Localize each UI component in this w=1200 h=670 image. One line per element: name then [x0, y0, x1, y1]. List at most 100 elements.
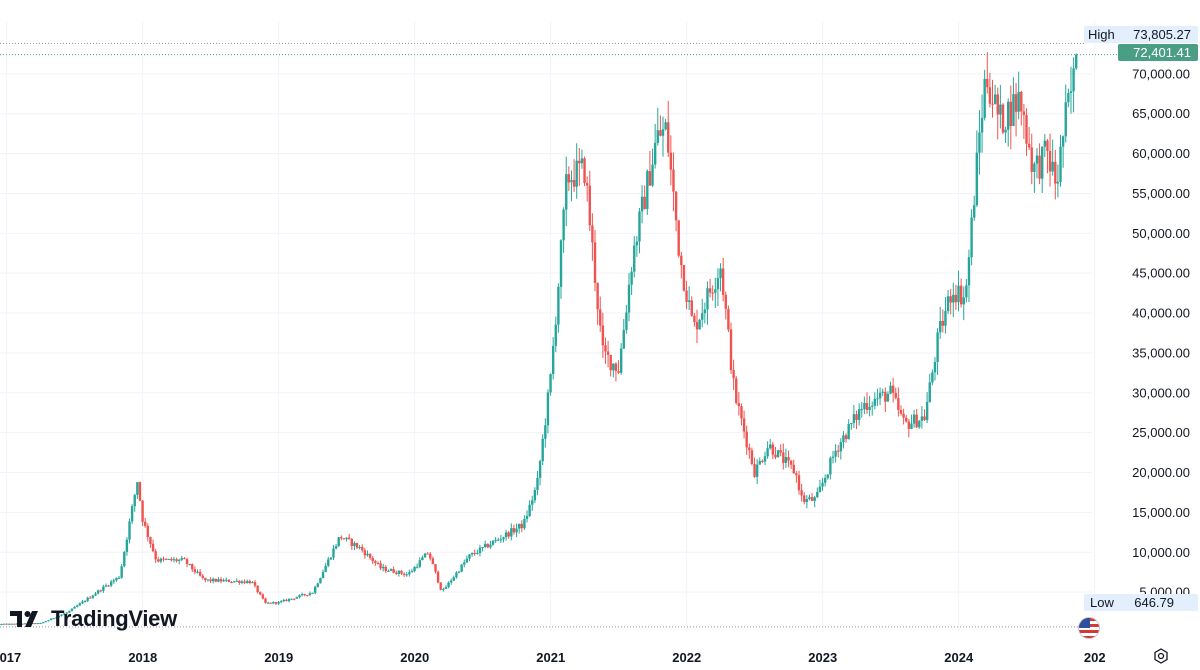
candle-body — [494, 539, 497, 541]
candle-body — [1056, 181, 1060, 184]
candle-body — [946, 296, 950, 312]
candle-body — [141, 500, 144, 522]
candle-body — [374, 561, 377, 563]
candle-body — [444, 587, 448, 589]
last-price-badge: 72,401.41 — [1118, 44, 1198, 61]
candle-body — [290, 598, 293, 600]
candle-body — [319, 578, 322, 584]
candle-body — [614, 363, 618, 372]
candle-body — [593, 242, 597, 283]
candle-body — [13, 623, 16, 625]
candle-body — [517, 523, 521, 529]
candle-body — [617, 371, 620, 373]
candle-body — [429, 553, 432, 559]
candle-body — [701, 313, 704, 320]
candle-body — [47, 620, 50, 622]
low-badge: Low 646.79 — [1084, 594, 1198, 611]
candle-body — [337, 537, 340, 546]
candle-body — [784, 457, 788, 463]
candle-body — [468, 554, 471, 559]
candle-body — [39, 623, 42, 625]
candle-body — [965, 285, 968, 298]
candle-body — [308, 593, 312, 595]
candle-body — [470, 552, 474, 555]
candle-body — [944, 311, 947, 326]
candle-body — [10, 623, 14, 625]
candle-body — [387, 570, 390, 572]
candle-body — [996, 94, 999, 115]
candle-body — [418, 560, 421, 567]
candle-body — [83, 600, 87, 602]
candle-body — [49, 618, 53, 621]
candle-body — [735, 378, 738, 403]
candle-body — [196, 571, 199, 573]
candle-body — [1004, 129, 1007, 133]
candle-body — [910, 423, 913, 429]
candle-body — [154, 551, 157, 560]
candle-body — [536, 477, 539, 490]
candle-body — [1014, 94, 1018, 112]
candle-body — [342, 538, 346, 540]
candle-body — [1001, 104, 1005, 133]
settings-button[interactable] — [1152, 647, 1170, 665]
candle-body — [408, 572, 411, 575]
candle-body — [954, 294, 958, 303]
candle-body — [164, 559, 168, 561]
candle-body — [52, 618, 55, 620]
candle-body — [410, 571, 414, 573]
candle-body — [285, 599, 288, 601]
candle-body — [1043, 140, 1047, 147]
candle-body — [426, 553, 429, 555]
candle-body — [583, 158, 586, 184]
candle-body — [277, 601, 280, 604]
candle-body — [481, 546, 484, 548]
candle-body — [363, 550, 367, 556]
candle-body — [188, 563, 191, 565]
candle-body — [975, 152, 979, 206]
candle-body — [873, 398, 877, 406]
time-axis[interactable]: 2017 2018 2019 2020 2021 2022 2023 2024 202 — [0, 650, 1106, 665]
candle-body — [876, 398, 879, 400]
candle-body — [546, 392, 550, 426]
candle-body — [1038, 155, 1041, 179]
candle-body — [588, 185, 591, 226]
price-axis[interactable]: 5,000.0010,000.0015,000.0020,000.0025,00… — [1132, 66, 1190, 599]
candle-body — [915, 414, 918, 428]
candle-body — [94, 593, 97, 596]
tradingview-logo[interactable]: TradingView — [10, 606, 177, 632]
candle-body — [355, 543, 359, 548]
candle-body — [227, 579, 231, 582]
candle-body — [259, 592, 262, 595]
candle-body — [204, 577, 207, 580]
candle-body — [792, 464, 795, 474]
candle-body — [109, 581, 113, 586]
candle-body — [596, 282, 599, 310]
candle-body — [452, 577, 455, 581]
candle-body — [384, 566, 387, 572]
y-tick-label: 20,000.00 — [1132, 465, 1190, 480]
candle-body — [81, 601, 84, 604]
candle-body — [8, 623, 11, 625]
us-flag-icon[interactable] — [1078, 617, 1100, 639]
candle-body — [899, 409, 903, 414]
candle-body — [457, 571, 461, 573]
candle-body — [222, 580, 225, 582]
candle-body — [541, 438, 544, 462]
candle-body — [102, 586, 105, 591]
y-tick-label: 60,000.00 — [1132, 146, 1190, 161]
candle-body — [622, 329, 625, 349]
candle-body — [57, 615, 61, 618]
candle-body — [91, 595, 95, 598]
candle-body — [99, 590, 102, 592]
candle-body — [293, 598, 296, 600]
x-tick-label: 2019 — [264, 650, 293, 665]
candle-body — [638, 211, 641, 242]
candle-body — [256, 585, 259, 593]
candle-body — [2, 623, 6, 625]
candle-body — [831, 456, 835, 458]
y-tick-label: 10,000.00 — [1132, 545, 1190, 560]
x-tick-label: 2018 — [128, 650, 157, 665]
candle-body — [884, 391, 887, 402]
candle-body — [117, 577, 121, 579]
